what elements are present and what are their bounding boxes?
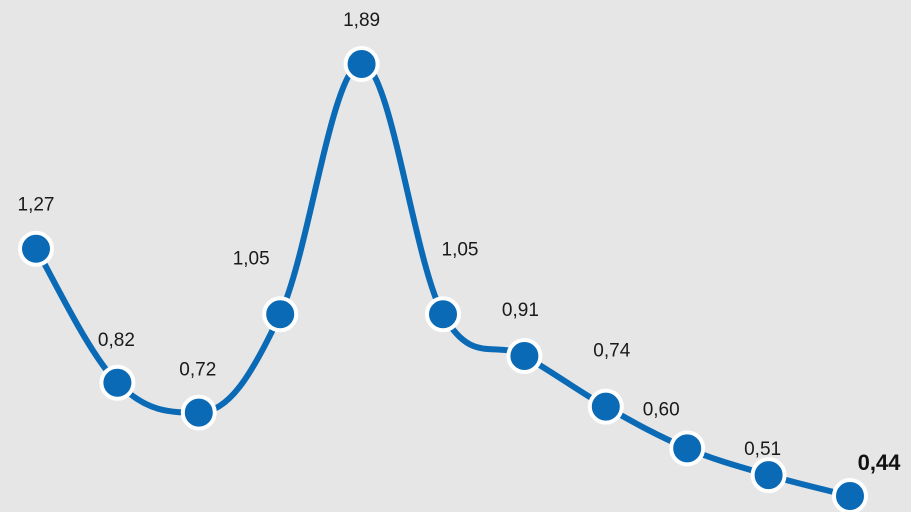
data-point-6 (425, 296, 461, 333)
data-point-2 (99, 364, 136, 401)
data-point-4 (262, 296, 299, 333)
data-point-10 (750, 457, 787, 494)
series-line (33, 61, 853, 499)
data-label-9: 0,60 (643, 399, 680, 420)
data-label-11: 0,44 (858, 450, 902, 475)
data-label-2: 0,82 (98, 330, 135, 351)
data-label-6: 1,05 (442, 239, 479, 260)
data-point-1 (18, 230, 54, 267)
data-label-10: 0,51 (744, 439, 781, 460)
data-point-3 (180, 394, 217, 431)
data-label-4: 1,05 (233, 248, 270, 269)
data-point-7 (506, 337, 543, 374)
data-label-3: 0,72 (179, 360, 216, 381)
data-point-9 (669, 430, 706, 467)
data-points (18, 46, 868, 512)
data-point-8 (587, 388, 624, 425)
data-label-7: 0,91 (502, 300, 539, 321)
data-label-5: 1,89 (343, 10, 380, 31)
data-point-11 (832, 478, 868, 512)
data-label-8: 0,74 (593, 341, 630, 362)
data-label-1: 1,27 (18, 195, 55, 216)
data-labels: 1,27 0,82 0,72 1,05 1,89 1,05 0,91 0,74 0,60 0,51… (18, 10, 902, 475)
data-point-5 (343, 46, 380, 82)
